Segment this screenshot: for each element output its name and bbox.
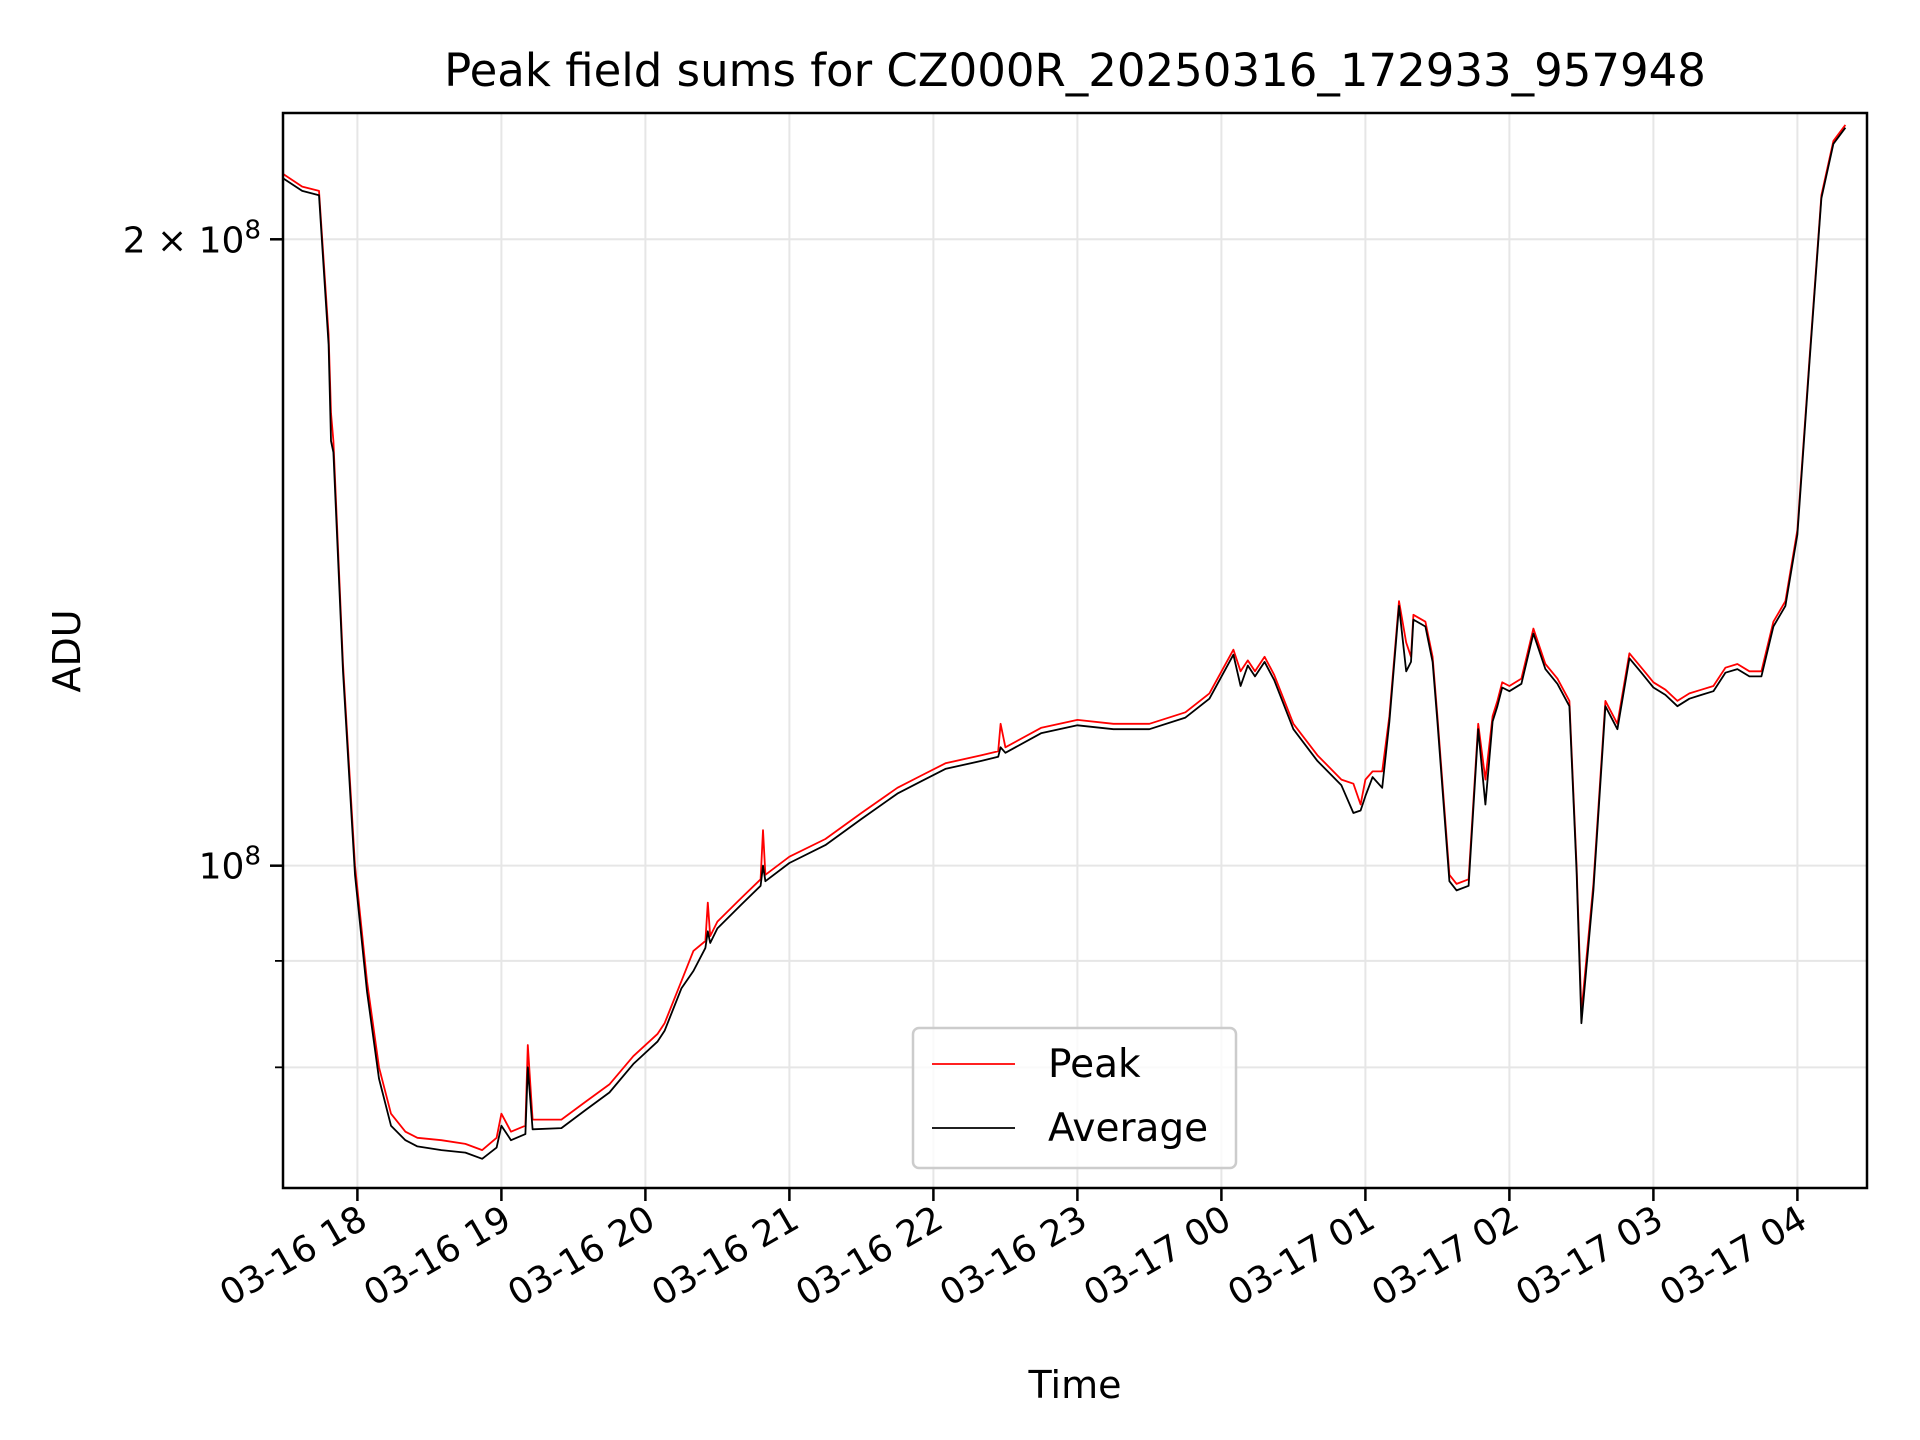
series-line-average [282,127,1847,1160]
legend: Peak Average [911,1026,1238,1170]
legend-label-average: Average [1048,1106,1208,1151]
y-tick-label: 2 × 108 [123,215,261,261]
chart-title: Peak field sums for CZ000R_20250316_1729… [444,44,1706,97]
series-layer [282,124,1847,1160]
legend-label-peak: Peak [1048,1042,1141,1087]
x-axis-title: Time [1028,1363,1122,1407]
legend-box [911,1026,1238,1170]
y-tick-label: 108 [199,842,261,888]
plot-area-frame [281,111,1869,1190]
y-axis-title: ADU [45,609,89,692]
y-axis-ticks: 108 2 × 108 [123,215,283,1069]
